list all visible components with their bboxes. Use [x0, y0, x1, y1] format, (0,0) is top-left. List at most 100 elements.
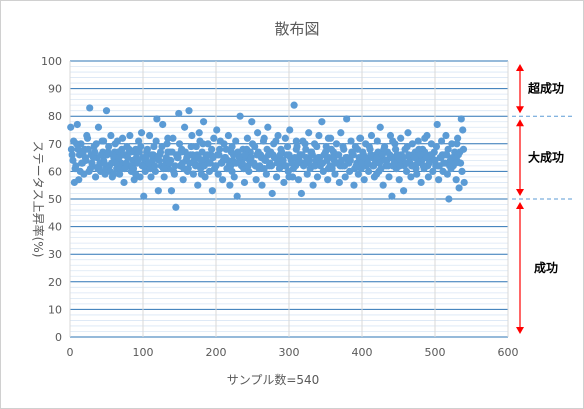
data-point	[218, 159, 226, 167]
y-tick-label: 30	[48, 248, 62, 261]
data-point	[256, 162, 264, 170]
data-point	[196, 137, 204, 145]
data-point	[185, 107, 193, 115]
data-point	[175, 140, 184, 148]
data-point	[355, 154, 363, 162]
data-point	[367, 151, 375, 159]
data-point	[440, 159, 448, 167]
data-point	[152, 137, 160, 145]
data-point	[331, 170, 339, 178]
data-point	[391, 145, 400, 153]
x-tick-label: 500	[425, 346, 446, 359]
data-point	[317, 159, 325, 167]
data-point	[444, 145, 452, 153]
data-point	[341, 173, 349, 181]
data-point	[386, 131, 395, 140]
data-point	[145, 159, 153, 167]
data-point	[315, 131, 323, 140]
data-point	[356, 134, 365, 142]
data-point	[75, 176, 83, 184]
data-point	[367, 131, 376, 140]
data-point	[435, 176, 443, 184]
data-point	[294, 159, 302, 167]
data-point	[68, 151, 76, 159]
data-point	[69, 156, 77, 164]
data-point	[73, 120, 81, 129]
data-point	[448, 154, 457, 162]
data-point	[138, 162, 146, 170]
data-point	[428, 151, 436, 159]
data-point	[340, 162, 349, 170]
data-point	[244, 162, 252, 170]
data-point	[458, 167, 466, 175]
data-point	[387, 154, 395, 162]
band-label: 成功	[534, 260, 558, 275]
band-label: 大成功	[528, 150, 564, 165]
data-point	[361, 154, 369, 162]
data-point	[137, 142, 145, 151]
data-point	[282, 162, 290, 170]
data-point	[360, 176, 368, 184]
arrow-head-up	[516, 202, 524, 209]
data-point	[300, 162, 308, 170]
data-point	[457, 115, 465, 123]
data-point	[102, 107, 111, 115]
data-point	[445, 195, 453, 203]
data-point	[431, 156, 439, 164]
data-point	[268, 189, 276, 198]
data-point	[380, 145, 388, 153]
data-point	[442, 131, 450, 140]
data-point	[404, 129, 412, 137]
data-point	[443, 151, 451, 159]
data-point	[241, 151, 249, 159]
data-point	[417, 178, 425, 187]
arrow-head-up	[516, 119, 524, 127]
data-point	[99, 137, 108, 145]
data-point	[460, 178, 468, 187]
data-point	[432, 142, 441, 151]
threshold-lines	[512, 115, 572, 200]
data-point	[285, 173, 293, 181]
data-point	[84, 145, 92, 153]
y-tick-label: 80	[48, 110, 62, 123]
data-point	[175, 109, 183, 118]
data-point	[339, 142, 347, 151]
data-point	[100, 159, 108, 167]
data-point	[385, 173, 393, 181]
data-point	[177, 148, 185, 156]
data-point	[243, 134, 251, 142]
data-point	[424, 173, 433, 181]
data-point	[187, 142, 195, 151]
data-point	[413, 170, 421, 178]
data-point	[148, 151, 156, 159]
data-point	[373, 154, 381, 162]
data-point	[105, 142, 113, 151]
data-point	[305, 156, 314, 164]
data-point	[72, 140, 81, 148]
data-point	[358, 159, 366, 167]
data-point	[216, 145, 224, 153]
y-tick-label: 40	[48, 221, 62, 234]
y-tick-label: 100	[41, 55, 62, 68]
data-point	[250, 159, 258, 167]
data-point	[143, 145, 151, 153]
x-tick-label: 600	[498, 346, 519, 359]
data-point	[209, 154, 217, 162]
data-point	[267, 162, 276, 170]
data-point	[153, 115, 161, 123]
data-point	[397, 134, 405, 142]
data-point	[425, 159, 433, 167]
data-point	[117, 159, 125, 167]
data-point	[135, 148, 143, 156]
y-axis-label: ステータス上昇率(%)	[31, 141, 46, 258]
data-point	[94, 123, 103, 131]
data-point	[337, 129, 345, 137]
data-point	[452, 176, 460, 184]
data-point	[393, 151, 401, 159]
data-point	[264, 151, 273, 159]
data-point	[378, 151, 387, 159]
data-point	[413, 159, 422, 167]
x-tick-label: 200	[206, 346, 227, 359]
data-points	[67, 101, 468, 211]
arrow-head-down	[516, 327, 524, 334]
